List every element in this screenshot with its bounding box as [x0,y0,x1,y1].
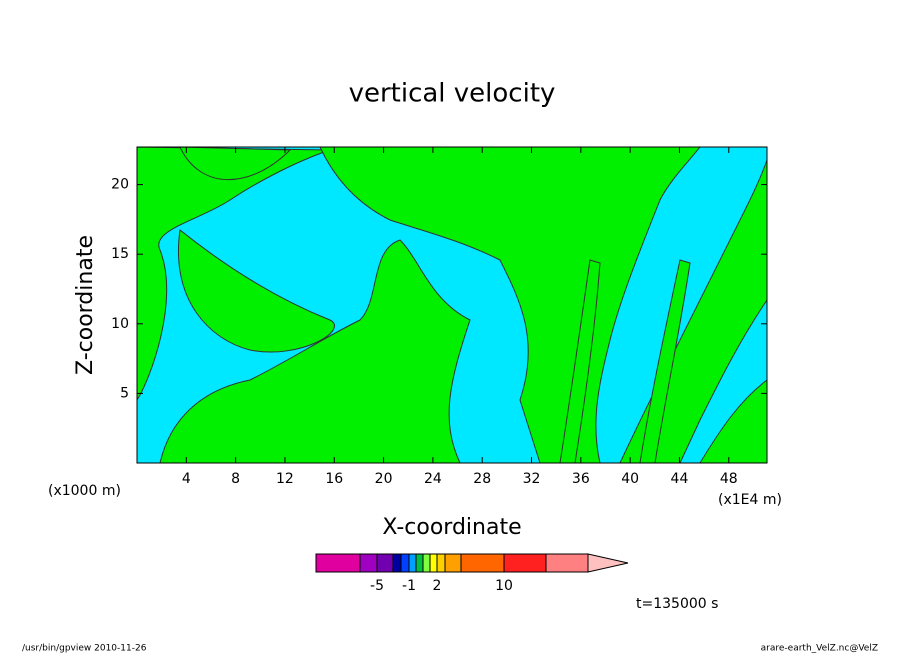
x-tick-label: 36 [572,471,590,487]
colorbar-box [392,553,402,573]
x-tick-label: 48 [720,471,738,487]
x-tick-label: 24 [424,471,442,487]
colorbar-box [545,553,589,573]
colorbar-box [315,553,361,573]
plot-area [136,146,768,464]
y-axis-label: Z-coordinate [73,235,98,375]
time-label: t=135000 s [636,596,718,612]
colorbar-box [415,553,424,573]
x-tick-label: 32 [523,471,541,487]
colorbar-box [436,553,446,573]
y-tick-label: 10 [111,316,129,332]
colorbar-box [376,553,394,573]
colorbar-arrow [587,553,629,573]
colorbar-box [503,553,547,573]
colorbar-box [422,553,431,573]
footer-right: arare-earth_VelZ.nc@VelZ [761,644,878,654]
x-tick-label: 44 [671,471,689,487]
x-tick-label: 8 [231,471,240,487]
contour-region [319,147,701,463]
x-axis-label: X-coordinate [382,515,521,540]
x-tick-label: 20 [375,471,393,487]
x-tick-label: 12 [276,471,294,487]
x-tick-label: 4 [182,471,191,487]
colorbar-box [460,553,505,573]
colorbar-label: -5 [370,578,384,594]
contour-region [559,259,601,463]
x-tick-label: 16 [325,471,343,487]
contour-region [179,147,292,181]
y-tick-label: 5 [120,385,129,401]
contour-region [137,147,331,463]
x-unit-label: (x1E4 m) [718,492,782,508]
colorbar-label: -1 [402,578,416,594]
colorbar-label: 10 [495,578,513,594]
chart-title: vertical velocity [349,79,556,109]
colorbar-box [429,553,438,573]
footer-left: /usr/bin/gpview 2010-11-26 [22,644,147,654]
x-unit-label: (x1000 m) [48,483,121,499]
y-tick-label: 15 [111,246,129,262]
colorbar: -5 -1 2 10 [315,553,629,594]
colorbar-box [408,553,417,573]
contour-region [639,259,691,463]
colorbar-box [359,553,378,573]
x-tick-label: 28 [473,471,491,487]
colorbar-label: 2 [433,578,442,594]
plot-frame [136,146,768,464]
colorbar-box [400,553,410,573]
contour-region [178,229,335,353]
contour-region [159,239,471,463]
x-tick-label: 40 [621,471,639,487]
y-tick-label: 20 [111,177,129,193]
contour-layer [137,147,767,463]
colorbar-box [444,553,462,573]
